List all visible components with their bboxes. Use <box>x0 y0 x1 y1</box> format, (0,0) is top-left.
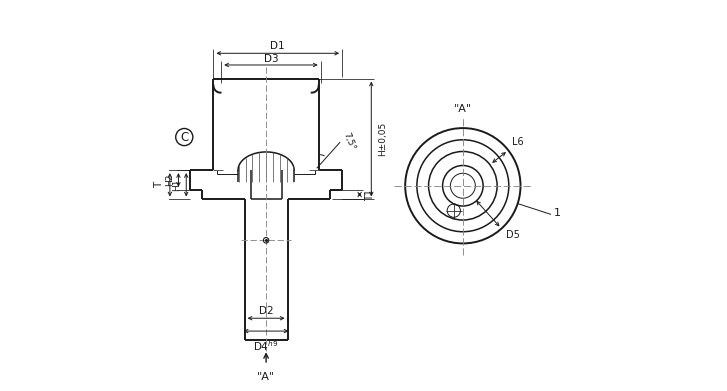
Text: T1: T1 <box>366 188 375 201</box>
Text: D3: D3 <box>264 54 278 64</box>
Text: L6: L6 <box>512 137 523 147</box>
Text: T: T <box>154 182 164 188</box>
Text: C: C <box>180 131 188 143</box>
Text: D1: D1 <box>270 41 285 51</box>
Text: H1: H1 <box>172 179 182 191</box>
Text: H2: H2 <box>165 174 174 186</box>
Text: D4$^{h9}$: D4$^{h9}$ <box>254 340 279 353</box>
Text: 7,5°: 7,5° <box>341 131 357 151</box>
Text: D5: D5 <box>506 230 520 240</box>
Text: H±0,05: H±0,05 <box>378 122 387 156</box>
Text: "A": "A" <box>454 104 472 115</box>
Text: "A": "A" <box>257 372 275 382</box>
Text: 1: 1 <box>554 208 561 218</box>
Text: D2: D2 <box>259 306 273 316</box>
